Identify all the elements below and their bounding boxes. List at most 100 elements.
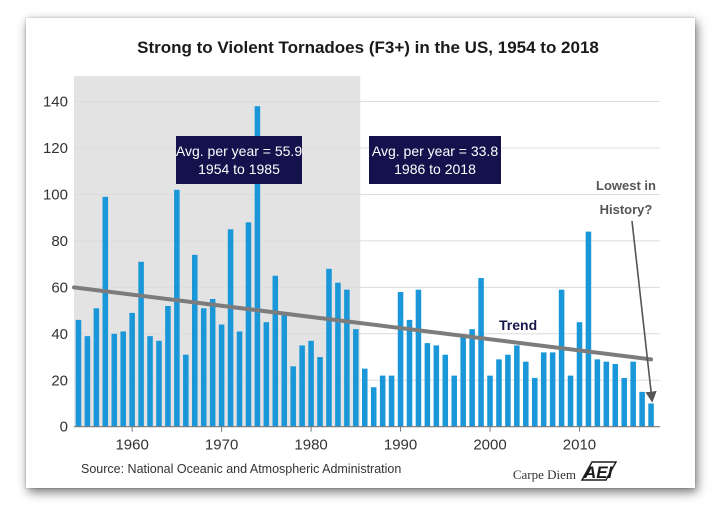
y-tick-label: 120 [43, 140, 68, 157]
bar-1959 [120, 331, 126, 427]
bar-1970 [218, 324, 225, 427]
bar-2010 [576, 322, 583, 427]
bar-1967 [192, 254, 198, 427]
bar-1991 [406, 319, 413, 427]
bar-1984 [344, 289, 350, 427]
y-tick-label: 100 [43, 186, 68, 203]
x-tick-label: 1970 [205, 437, 238, 454]
bar-1996 [451, 375, 458, 427]
bar-1972 [236, 331, 243, 427]
bar-1966 [183, 354, 189, 427]
bar-2012 [594, 359, 601, 427]
bar-1962 [147, 336, 153, 427]
bar-2003 [514, 345, 520, 427]
bar-2017 [639, 391, 645, 427]
bar-1960 [129, 312, 135, 427]
bar-1954 [75, 319, 82, 427]
lowest-label-line1: Lowest in [596, 178, 656, 193]
bar-1974 [254, 106, 261, 427]
bar-2002 [505, 354, 511, 427]
bar-1989 [388, 375, 395, 427]
bar-1993 [424, 343, 431, 427]
y-tick-labels: 0 20 40 60 80 100 120 140 [43, 94, 68, 436]
lowest-arrow [631, 220, 657, 403]
bar-1982 [326, 268, 332, 427]
bar-1992 [415, 289, 422, 427]
chart-card: 1960 1970 1980 1990 2000 2010 0 20 40 60 80 100 120… [26, 18, 695, 488]
trend-label: Trend [499, 317, 537, 333]
bar-1998 [469, 329, 475, 427]
bar-1980 [308, 340, 314, 427]
bar-2005 [531, 377, 538, 427]
bar-2000 [487, 375, 493, 427]
trend-line [72, 285, 654, 362]
bar-2018 [648, 403, 654, 427]
bar-2004 [523, 361, 529, 427]
bar-1971 [227, 229, 234, 427]
x-tick-label: 1990 [384, 437, 417, 454]
bar-1977 [281, 315, 288, 427]
avg-box-early: Avg. per year = 55.9 1954 to 1985 [176, 136, 302, 184]
bar-2014 [612, 364, 619, 427]
grid-lines [74, 101, 660, 381]
bar-1990 [397, 292, 404, 427]
bar-1955 [84, 336, 91, 427]
bar-2015 [621, 377, 627, 427]
source-note: Source: National Oceanic and Atmospheric… [81, 462, 401, 476]
bar-1987 [370, 387, 377, 427]
avg-box-late-bg [369, 136, 501, 184]
x-tick-label: 1960 [115, 437, 148, 454]
y-tick-label: 80 [51, 233, 68, 250]
bar-1995 [442, 354, 449, 427]
bar-1969 [209, 298, 216, 427]
bar-2009 [567, 375, 574, 427]
y-tick-label: 20 [51, 372, 68, 389]
bar-2008 [558, 289, 565, 427]
bar-2011 [585, 231, 592, 427]
bar-1979 [299, 345, 305, 427]
bar-1986 [361, 368, 368, 427]
y-tick-label: 60 [51, 279, 68, 296]
tornado-chart: 1960 1970 1980 1990 2000 2010 0 20 40 60 80 100 120… [43, 38, 660, 482]
chart-title: Strong to Violent Tornadoes (F3+) in the… [137, 38, 599, 57]
bar-1978 [290, 366, 296, 427]
bar-1965 [174, 189, 180, 427]
avg-box-late-line1: Avg. per year = 33.8 [372, 143, 498, 159]
y-tick-label: 40 [51, 326, 68, 343]
y-tick-label: 140 [43, 94, 68, 111]
aei-logo: AEI [580, 461, 618, 482]
bars [75, 106, 654, 427]
lowest-label-line2: History? [600, 202, 653, 217]
bar-1958 [111, 333, 118, 427]
avg-box-late-line2: 1986 to 2018 [394, 161, 476, 177]
bar-1956 [93, 308, 100, 427]
bar-1994 [433, 345, 440, 427]
bar-2006 [540, 352, 547, 427]
bar-1975 [263, 322, 270, 427]
x-tick-label: 1980 [294, 437, 327, 454]
bar-2013 [603, 361, 610, 427]
bar-1968 [200, 308, 207, 427]
avg-box-late: Avg. per year = 33.8 1986 to 2018 [369, 136, 501, 184]
bar-1964 [165, 305, 171, 427]
bar-1999 [478, 278, 484, 427]
bar-2016 [630, 361, 636, 427]
bar-1973 [245, 222, 252, 427]
x-tick-label: 2000 [473, 437, 506, 454]
bar-1981 [317, 357, 323, 427]
bar-2007 [549, 352, 556, 427]
avg-box-early-bg [176, 136, 302, 184]
bar-1976 [272, 275, 279, 427]
bar-1997 [460, 336, 466, 427]
avg-box-early-line1: Avg. per year = 55.9 [176, 143, 302, 159]
bar-1961 [138, 261, 144, 427]
bar-1985 [353, 329, 359, 427]
y-tick-label: 0 [60, 419, 68, 436]
aei-logo-text: AEI [583, 463, 614, 482]
x-ticks: 1960 1970 1980 1990 2000 2010 [115, 426, 596, 454]
avg-box-early-line2: 1954 to 1985 [198, 161, 280, 177]
bar-2001 [496, 359, 502, 427]
carpe-diem-brand: Carpe Diem [513, 467, 576, 482]
bar-1963 [156, 340, 162, 427]
bar-1957 [102, 196, 109, 427]
